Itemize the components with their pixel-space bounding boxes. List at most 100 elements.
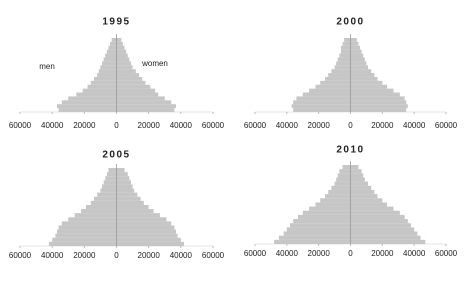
- bar: [350, 189, 375, 195]
- x-tick-label: 40000: [41, 121, 64, 130]
- bar: [68, 96, 117, 101]
- bar: [350, 38, 357, 42]
- bar: [97, 73, 117, 77]
- bar: [58, 225, 117, 230]
- bar: [350, 76, 378, 81]
- bar: [350, 65, 369, 70]
- bar: [328, 73, 351, 77]
- bar: [350, 80, 383, 85]
- x-tick-label: 60000: [9, 251, 32, 260]
- bar: [116, 45, 125, 50]
- chart-title: 2005: [102, 150, 130, 161]
- bar: [61, 221, 117, 226]
- annotation: women: [141, 59, 168, 68]
- bar: [331, 185, 351, 190]
- bar: [350, 198, 383, 203]
- bar: [116, 69, 136, 74]
- bar: [116, 200, 144, 205]
- bar: [350, 185, 372, 190]
- bar: [100, 188, 117, 193]
- bar: [350, 41, 359, 46]
- bar: [103, 57, 117, 62]
- bar: [76, 92, 117, 97]
- bar: [55, 233, 117, 238]
- bar: [81, 209, 117, 214]
- bar: [116, 209, 154, 214]
- bar: [350, 173, 364, 178]
- bar: [350, 53, 364, 58]
- bar: [56, 104, 117, 109]
- bar: [334, 65, 351, 70]
- bar: [337, 173, 351, 178]
- bar: [108, 168, 117, 173]
- bar: [116, 61, 131, 66]
- bar: [116, 192, 138, 197]
- bar: [105, 53, 117, 58]
- bar: [350, 181, 369, 186]
- x-tick-label: 40000: [403, 121, 426, 130]
- bar: [350, 214, 405, 220]
- bar: [116, 221, 172, 226]
- bar: [90, 200, 117, 205]
- bar: [350, 194, 378, 199]
- bar: [102, 184, 117, 189]
- bar: [116, 241, 185, 246]
- bar: [350, 100, 407, 105]
- bar: [116, 100, 172, 105]
- bar: [350, 223, 411, 228]
- bar: [342, 41, 351, 46]
- x-tick-label: 20000: [371, 121, 394, 130]
- bar: [116, 80, 146, 85]
- bar: [290, 223, 351, 228]
- bar: [48, 241, 117, 246]
- bar: [116, 184, 133, 189]
- bar: [350, 57, 365, 62]
- x-tick-label: 60000: [244, 249, 267, 258]
- bar: [111, 38, 117, 42]
- bar: [283, 231, 351, 236]
- bar: [85, 204, 117, 210]
- x-tick-label: 20000: [308, 249, 331, 258]
- bar: [116, 217, 167, 222]
- x-tick-label: 40000: [403, 249, 426, 258]
- bar: [93, 196, 117, 201]
- bar: [116, 88, 156, 93]
- bar: [61, 100, 117, 105]
- bar: [334, 181, 351, 186]
- bar: [116, 225, 175, 230]
- x-tick-label: 40000: [276, 249, 299, 258]
- bar: [116, 168, 125, 173]
- bar: [56, 229, 117, 234]
- bar: [116, 76, 143, 81]
- bar: [350, 61, 367, 66]
- bar: [350, 239, 426, 244]
- bar: [315, 202, 351, 207]
- x-tick-label: 40000: [170, 251, 193, 260]
- bar: [350, 88, 394, 93]
- bar: [116, 57, 130, 62]
- bar: [350, 165, 359, 170]
- bar: [103, 180, 117, 185]
- annotation: men: [39, 62, 55, 71]
- bar: [350, 227, 415, 232]
- bar: [116, 104, 177, 109]
- bar: [350, 206, 394, 211]
- bar: [286, 227, 351, 232]
- bar: [350, 96, 405, 101]
- bar: [116, 229, 177, 234]
- bar: [116, 73, 140, 77]
- bar: [293, 108, 351, 112]
- bar: [98, 69, 117, 74]
- bar: [116, 188, 135, 193]
- bar: [97, 192, 117, 197]
- x-tick-label: 40000: [41, 251, 64, 260]
- bar: [293, 100, 351, 105]
- bar: [302, 210, 351, 215]
- bar: [90, 80, 117, 85]
- bar: [339, 53, 351, 58]
- bar: [58, 108, 117, 112]
- bar: [116, 204, 149, 210]
- bar: [350, 69, 372, 74]
- bar: [350, 49, 362, 54]
- x-tick-label: 0: [348, 249, 353, 258]
